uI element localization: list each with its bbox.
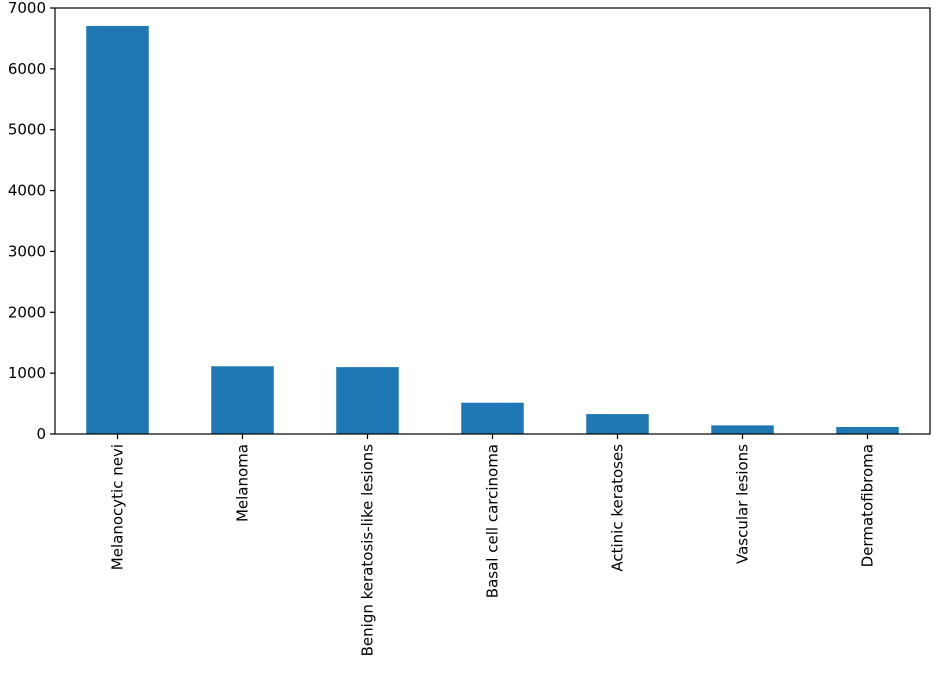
- y-tick-label: 6000: [8, 60, 46, 78]
- y-tick-label: 3000: [8, 242, 46, 260]
- x-tick-label: Melanocytic nevi: [109, 444, 127, 570]
- bar-6: [836, 427, 899, 434]
- bar-0: [86, 25, 149, 435]
- bar-1: [211, 366, 274, 434]
- x-tick-label: Benign keratosis-like lesions: [359, 444, 377, 657]
- x-tick-label: Melanoma: [234, 444, 252, 522]
- x-axis: Melanocytic nevi Melanoma Benign keratosis…: [109, 434, 877, 656]
- x-tick-label: Actinic keratoses: [609, 444, 627, 572]
- x-tick-label: Vascular lesions: [734, 444, 752, 564]
- bar-4: [586, 414, 649, 434]
- x-tick-label: Dermatofibroma: [859, 444, 877, 567]
- bars-group: [86, 25, 899, 435]
- bar-5: [711, 425, 774, 434]
- y-tick-label: 2000: [8, 303, 46, 321]
- plot-frame: [54, 7, 931, 435]
- x-tick-label: Basal cell carcinoma: [484, 444, 502, 598]
- bar-3: [461, 402, 524, 434]
- y-tick-label: 1000: [8, 364, 46, 382]
- y-axis: 0 1000 2000 3000 4000 5000 6000 7000: [8, 0, 55, 443]
- y-tick-label: 4000: [8, 182, 46, 200]
- y-tick-label: 5000: [8, 121, 46, 139]
- bar-2: [336, 367, 399, 434]
- y-tick-label: 0: [36, 425, 46, 443]
- y-tick-label: 7000: [8, 0, 46, 17]
